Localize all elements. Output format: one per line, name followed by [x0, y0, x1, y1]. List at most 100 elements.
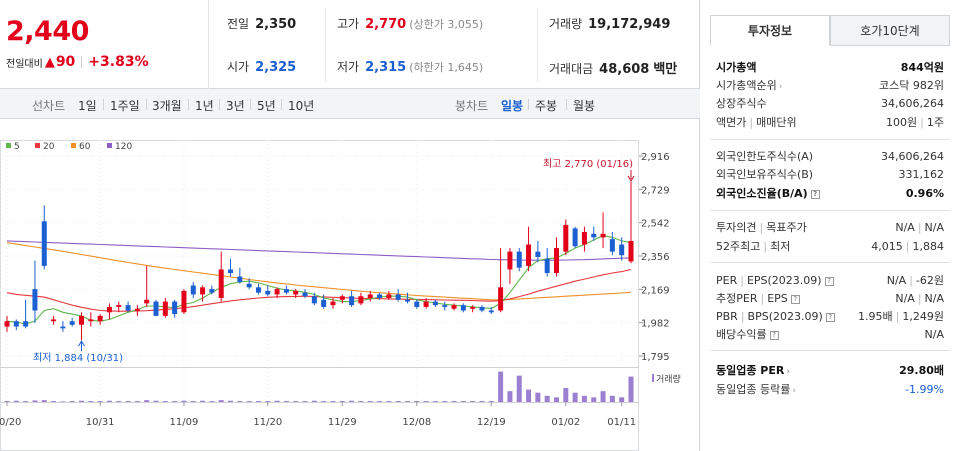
info-label-text: 동일업종 등락률	[716, 383, 791, 396]
volume-bar	[125, 401, 131, 402]
info-row: PBR | BPS(2023.09)? 1.95배 | 1,249원	[716, 307, 944, 325]
info-value-text: -1.99%	[905, 382, 944, 396]
candle-body	[395, 294, 401, 300]
help-icon[interactable]: ?	[790, 295, 800, 304]
candle-body	[414, 301, 420, 307]
chevron-right-icon[interactable]: ›	[786, 367, 791, 377]
candle-weekly[interactable]: 주봉	[535, 99, 558, 113]
candle-body	[302, 292, 308, 297]
candle-body	[460, 305, 466, 311]
info-label: 외국인보유주식수(B)	[716, 166, 899, 182]
info-row: 외국인보유주식수(B) 331,162	[716, 165, 944, 183]
tab-order-book[interactable]: 호가10단계	[830, 15, 950, 46]
divider: |	[759, 221, 764, 234]
period-5y[interactable]: 5년	[257, 99, 276, 113]
candle-body	[134, 308, 140, 311]
amount-value: 48,608	[599, 62, 650, 77]
candle-body	[181, 290, 187, 313]
volume-bar	[423, 401, 429, 402]
period-10y[interactable]: 10년	[288, 99, 315, 113]
divider	[188, 99, 189, 110]
candle-body	[498, 287, 504, 311]
chart-frame	[0, 140, 639, 451]
legend-label: 60	[79, 142, 91, 152]
chevron-right-icon[interactable]: ›	[778, 82, 783, 92]
section-divider	[710, 139, 950, 140]
volume-bar	[60, 401, 66, 402]
period-1w[interactable]: 1주일	[110, 99, 140, 113]
legend-label: 5	[14, 142, 20, 152]
candle-body	[88, 319, 94, 322]
info-value-text: 1,249원	[902, 310, 944, 323]
info-label: 시가총액	[716, 59, 901, 75]
volume-bar	[293, 401, 299, 402]
volume-bar	[479, 401, 485, 402]
candle-monthly[interactable]: 월봉	[573, 99, 596, 113]
period-3y[interactable]: 3년	[226, 99, 245, 113]
candle-body	[237, 276, 243, 282]
info-label: 시가총액순위 ›	[716, 77, 879, 93]
volume-bar	[237, 401, 243, 402]
volume-bar	[246, 401, 252, 402]
volume-bar	[609, 395, 615, 402]
candle-body	[553, 248, 559, 274]
info-value-text: 100원	[886, 116, 918, 129]
divider	[250, 99, 251, 110]
candle-body	[200, 287, 206, 295]
period-3m[interactable]: 3개월	[152, 99, 182, 113]
upper-limit: (상한가 3,055)	[409, 18, 484, 31]
divider: |	[917, 291, 922, 305]
help-icon[interactable]: ?	[769, 331, 779, 340]
volume-bar	[218, 400, 224, 402]
info-row: 추정PER | EPS? N/A | N/A	[716, 289, 944, 307]
candle-body	[330, 301, 336, 306]
info-label-text: 목표주가	[766, 221, 807, 234]
candle-body	[470, 306, 476, 309]
info-value: N/A | -62원	[887, 272, 944, 288]
info-row: PER | EPS(2023.09)? N/A | -62원	[716, 271, 944, 289]
stock-main: 2,440 전일대비 ▲ 90 +3.83% 전일 2,350 고가 2,770…	[0, 0, 700, 451]
volume-bar	[13, 400, 19, 402]
divider: |	[920, 116, 924, 129]
volume-bar	[51, 401, 57, 402]
volume-bar	[69, 401, 75, 402]
x-tick-label: 12/19	[477, 417, 506, 428]
info-label-text: PER	[716, 273, 738, 287]
candle-body	[488, 310, 494, 313]
period-1y[interactable]: 1년	[195, 99, 214, 113]
candle-daily[interactable]: 일봉	[501, 99, 524, 113]
info-row: 액면가 | 매매단위 100원 | 1주	[716, 113, 944, 131]
trade-amount: 거래대금 48,608 백만	[549, 58, 677, 77]
price-chart[interactable]: 2,916 2,729 2,542 2,356 2,169 1,982 1,795 10/20…	[0, 119, 700, 451]
info-row: 상장주식수 34,606,264	[716, 94, 944, 112]
info-label-text: 시가총액	[716, 61, 757, 74]
divider	[325, 8, 326, 82]
quote-header: 2,440 전일대비 ▲ 90 +3.83% 전일 2,350 고가 2,770…	[0, 0, 700, 89]
tab-investment-info[interactable]: 투자정보	[710, 15, 830, 46]
help-icon[interactable]: ?	[825, 312, 835, 322]
volume-bar	[563, 388, 569, 402]
candle-body	[377, 294, 383, 299]
info-value-text: -62원	[915, 274, 944, 287]
info-value: 코스닥 982위	[879, 77, 944, 93]
info-row: 외국인한도주식수(A) 34,606,264	[716, 147, 944, 165]
divider	[219, 99, 220, 110]
candle-body	[125, 305, 131, 311]
ma60-line	[6, 242, 632, 301]
x-tick-label: 11/09	[170, 417, 199, 428]
info-label: 액면가 | 매매단위	[716, 114, 886, 130]
volume-bar	[339, 401, 345, 402]
help-icon[interactable]: ?	[810, 190, 820, 199]
info-value: 844억원	[901, 59, 944, 75]
help-icon[interactable]: ?	[824, 276, 834, 286]
volume-bar	[572, 392, 578, 402]
info-value: 1.95배 | 1,249원	[858, 308, 944, 324]
amount-label: 거래대금	[549, 62, 594, 76]
y-tick-label: 1,795	[641, 352, 670, 363]
period-1d[interactable]: 1일	[78, 99, 97, 113]
divider: |	[895, 310, 900, 323]
candle-body	[321, 299, 327, 307]
volume-bar	[386, 401, 392, 402]
volume-bar	[330, 401, 336, 402]
chevron-right-icon[interactable]: ›	[792, 386, 796, 396]
